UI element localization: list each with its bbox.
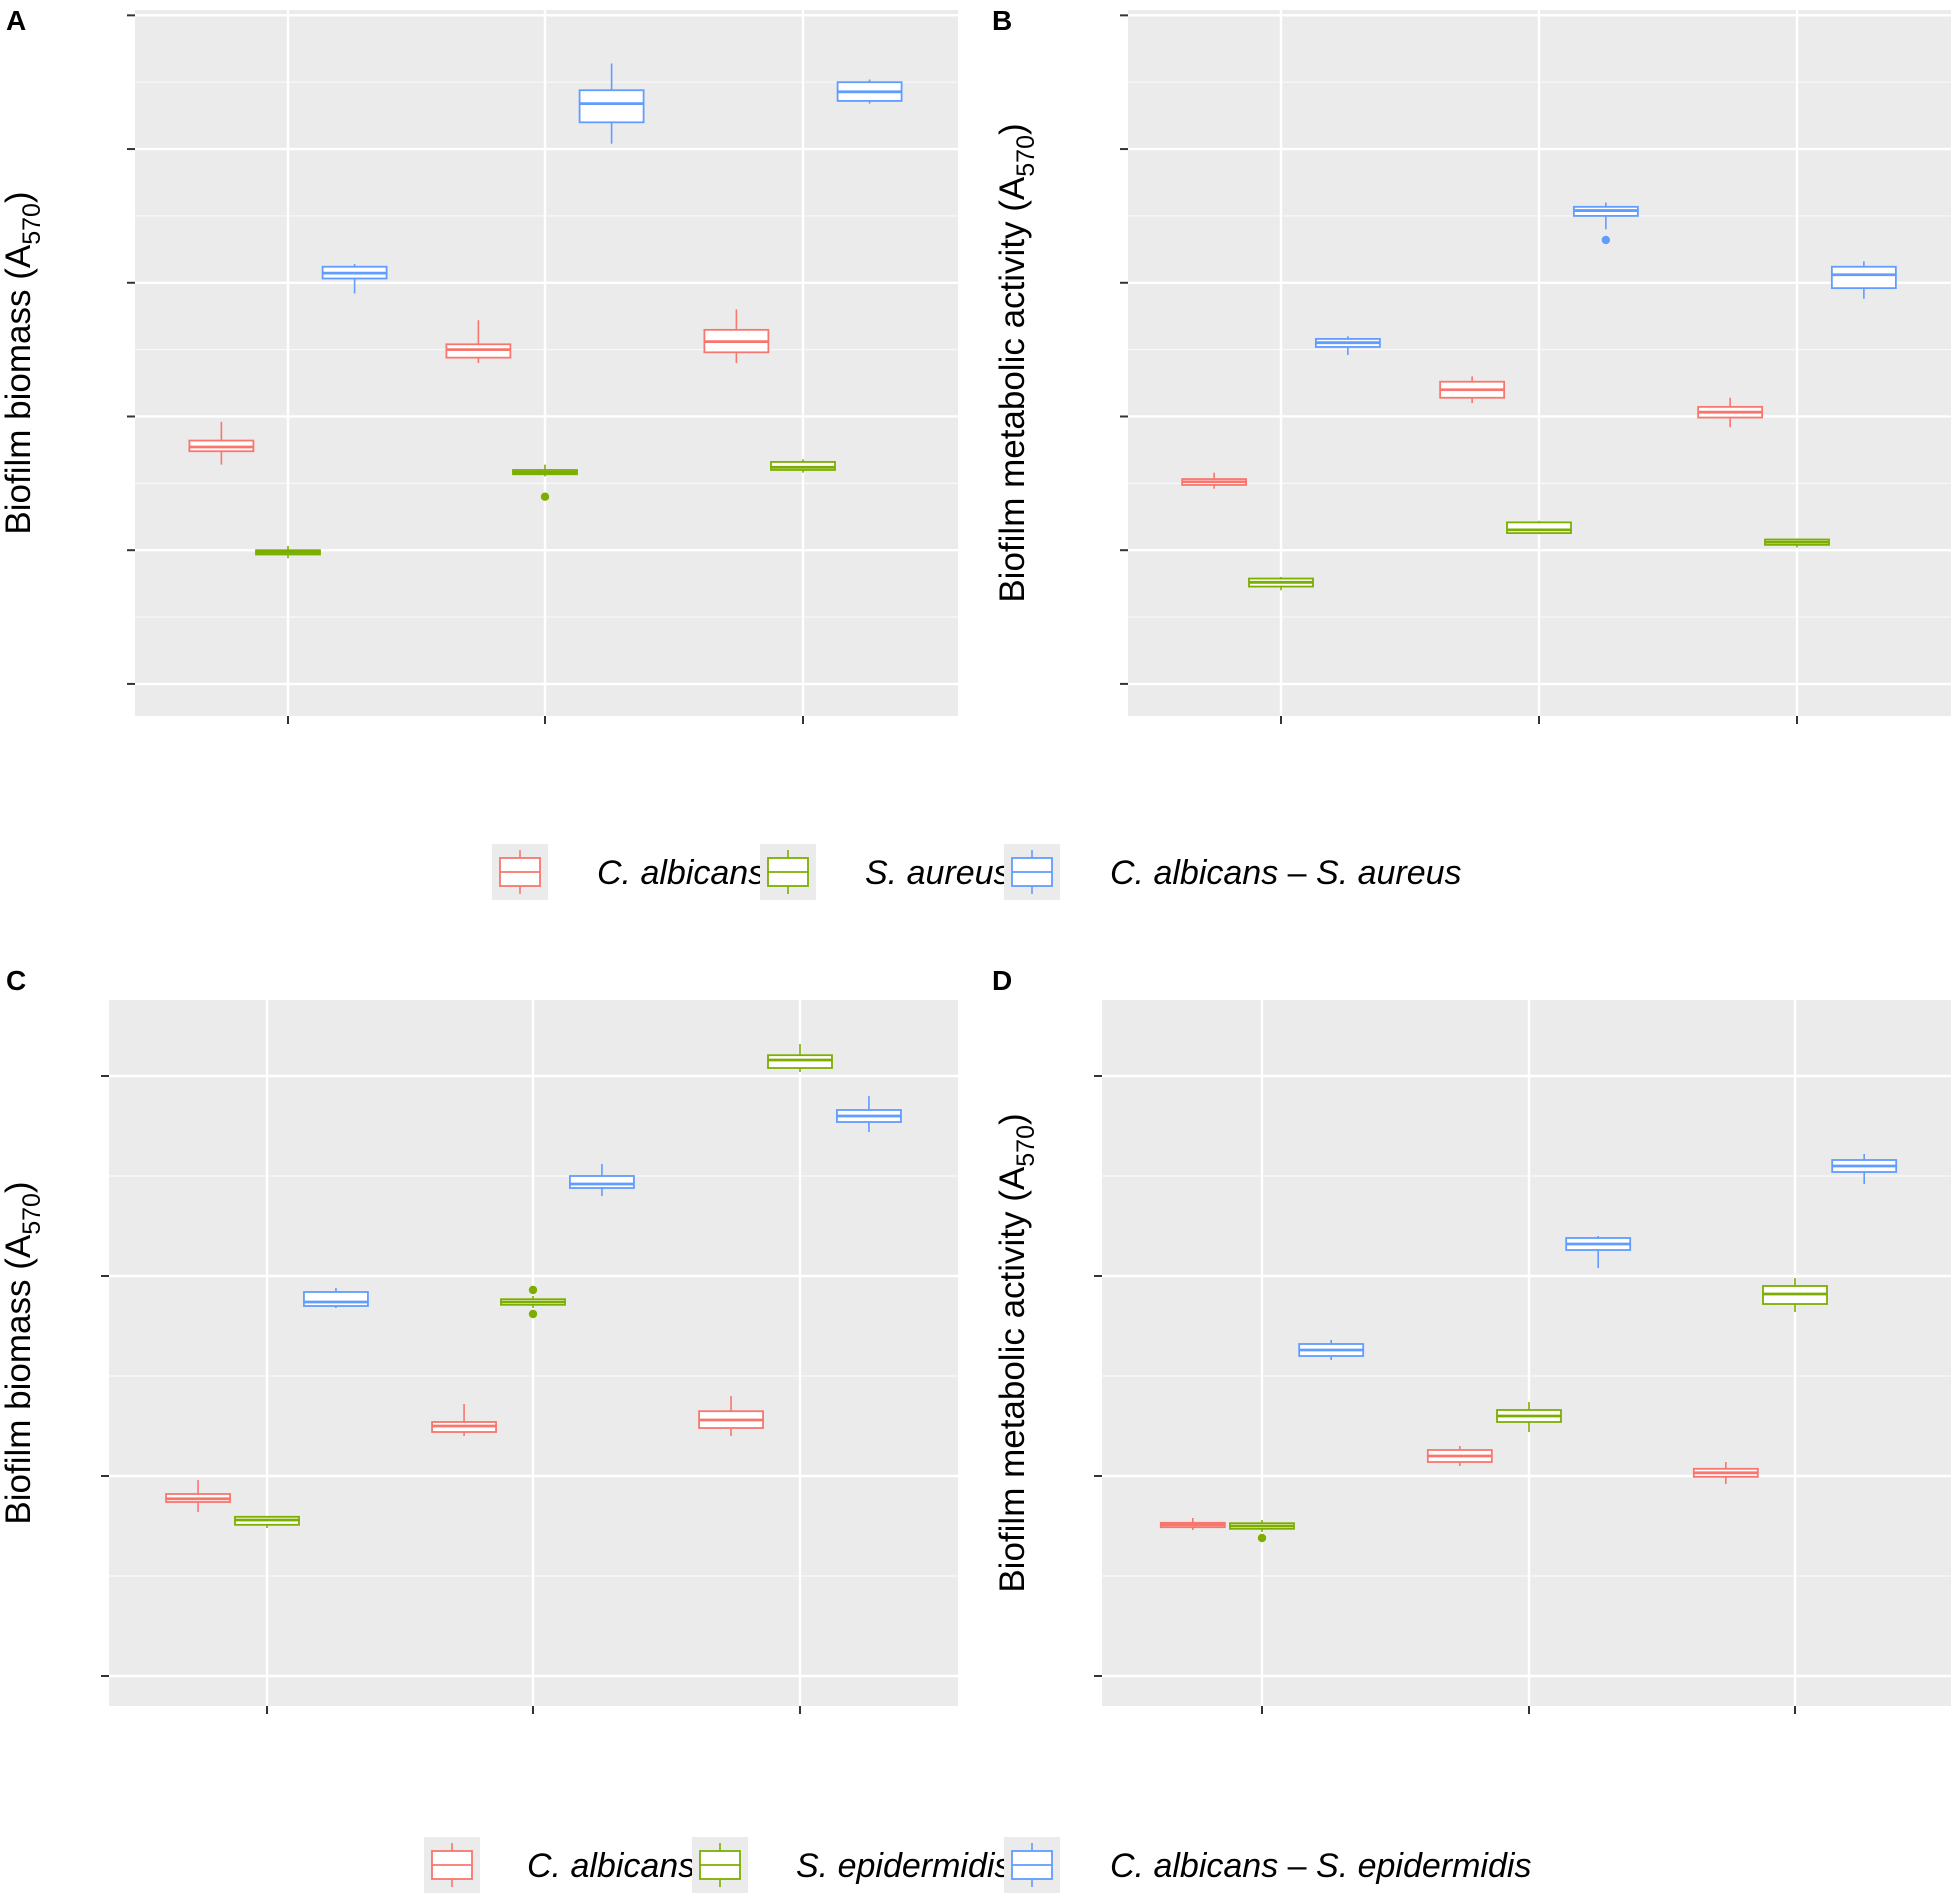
chart-panel-a (127, 10, 958, 724)
box-s-epidermidis-48h (1496, 1402, 1562, 1432)
box-c-albicans-72h (703, 309, 770, 363)
outlier-point (528, 1285, 538, 1295)
legend-label-part: S. aureus (865, 854, 1011, 892)
box-c-albicans-s-epidermidis-24h (1298, 1340, 1365, 1360)
legend-2: C. albicans S. epidermidis C. albicans – S… (424, 1837, 1531, 1893)
box-c-albicans-48h (1439, 376, 1506, 404)
box-c-albicans-24h (188, 421, 255, 465)
legend-label-part: S. aureus (1316, 854, 1462, 892)
box-s-aureus-48h (512, 464, 578, 501)
panel-letter: A (6, 5, 26, 36)
legend-label-part: – (1278, 1847, 1316, 1885)
legend-key (1004, 1837, 1060, 1893)
box-c-albicans-s-epidermidis-72h (836, 1096, 902, 1132)
box-c-albicans-24h (1181, 472, 1248, 489)
legend-label: C. albicans (527, 1847, 695, 1885)
box-s-aureus-24h (255, 545, 321, 559)
legend-label-part: S. epidermidis (796, 1847, 1011, 1885)
chart-panel-b (1120, 10, 1951, 724)
box-s-epidermidis-48h (500, 1285, 566, 1319)
box-s-aureus-48h (1506, 520, 1572, 535)
box-s-epidermidis-72h (1762, 1278, 1828, 1312)
y-axis-title: Biofilm metabolic activity (A570) (993, 123, 1040, 602)
legend-label-part: C. albicans (1110, 854, 1278, 892)
box-iqr (1506, 521, 1572, 534)
box-c-albicans-s-aureus-48h (1572, 202, 1639, 245)
legend-label-part: C. albicans (527, 1847, 695, 1885)
chart-panel-c (101, 975, 958, 1714)
box-c-albicans-s-epidermidis-72h (1831, 1154, 1898, 1184)
box-iqr (767, 1054, 833, 1069)
y-axis-title-end: ) (0, 191, 38, 203)
legend-key (492, 844, 548, 900)
box-c-albicans-s-epidermidis-48h (569, 1164, 635, 1196)
box-c-albicans-24h (1159, 1518, 1226, 1530)
box-iqr (1830, 265, 1897, 290)
legend-label: C. albicans – S. aureus (1110, 854, 1462, 892)
legend-key (760, 844, 816, 900)
y-axis-title-end: ) (993, 1113, 1032, 1125)
box-c-albicans-s-aureus-48h (578, 63, 645, 144)
y-axis-title-main: Biofilm metabolic activity (A (993, 1166, 1032, 1593)
legend-label: C. albicans (597, 854, 765, 892)
legend-label: S. epidermidis (796, 1847, 1011, 1885)
legend-label: C. albicans – S. epidermidis (1110, 1847, 1531, 1885)
legend-label: S. aureus (865, 854, 1011, 892)
box-s-aureus-72h (1764, 538, 1830, 548)
plot-background (1102, 1000, 1951, 1706)
outlier-point (1257, 1533, 1267, 1543)
y-axis-title: Biofilm metabolic activity (A570) (993, 1113, 1040, 1592)
y-axis-title-end: ) (993, 123, 1032, 135)
box-c-albicans-s-aureus-24h (1314, 336, 1381, 355)
panel-letter: C (6, 965, 26, 996)
box-iqr (303, 1291, 369, 1307)
y-axis-title-subscript: 570 (18, 1193, 46, 1235)
box-c-albicans-s-epidermidis-48h (1565, 1236, 1632, 1268)
y-axis-title-main: Biofilm biomass (A (0, 244, 38, 534)
y-axis-title: Biofilm biomass (A570) (0, 1181, 46, 1524)
legend-label-part: C. albicans (597, 854, 765, 892)
box-c-albicans-48h (431, 1404, 497, 1436)
box-s-epidermidis-24h (1229, 1520, 1295, 1543)
panel-letter: B (992, 5, 1012, 36)
legend-1: C. albicans S. aureus C. albicans – S. aur… (492, 844, 1462, 900)
legend-label-part: C. albicans (1110, 1847, 1278, 1885)
box-s-aureus-72h (770, 459, 836, 473)
box-c-albicans-72h (698, 1396, 764, 1436)
box-c-albicans-s-aureus-24h (321, 264, 388, 294)
legend-label-part: – (1278, 854, 1316, 892)
y-axis-title-main: Biofilm metabolic activity (A (993, 176, 1032, 603)
legend-label-part: S. epidermidis (1316, 1847, 1531, 1885)
outlier-point (540, 492, 550, 501)
box-iqr (578, 89, 645, 124)
y-axis-title-subscript: 570 (1012, 1125, 1040, 1167)
box-s-epidermidis-24h (234, 1515, 300, 1528)
y-axis-title-end: ) (0, 1181, 38, 1193)
panel-letter: D (992, 965, 1012, 996)
box-s-epidermidis-72h (767, 1044, 833, 1072)
box-c-albicans-72h (1697, 397, 1764, 428)
chart-panel-d (1094, 975, 1951, 1714)
box-c-albicans-48h (1426, 1446, 1493, 1466)
y-axis-title-subscript: 570 (1012, 135, 1040, 177)
box-c-albicans-48h (445, 320, 512, 363)
y-axis-title: Biofilm biomass (A570) (0, 191, 46, 534)
box-s-aureus-24h (1248, 576, 1314, 591)
legend-key (424, 1837, 480, 1893)
box-c-albicans-s-epidermidis-24h (303, 1288, 369, 1308)
outlier-point (1601, 235, 1611, 245)
legend-key (692, 1837, 748, 1893)
y-axis-title-subscript: 570 (18, 203, 46, 245)
outlier-point (528, 1309, 538, 1319)
box-iqr (569, 1175, 635, 1189)
box-c-albicans-24h (165, 1480, 231, 1512)
plot-background (135, 10, 958, 716)
y-axis-title-main: Biofilm biomass (A (0, 1234, 38, 1524)
box-c-albicans-72h (1692, 1462, 1759, 1484)
legend-key (1004, 844, 1060, 900)
box-c-albicans-s-aureus-72h (836, 79, 903, 104)
box-c-albicans-s-aureus-72h (1830, 261, 1897, 299)
